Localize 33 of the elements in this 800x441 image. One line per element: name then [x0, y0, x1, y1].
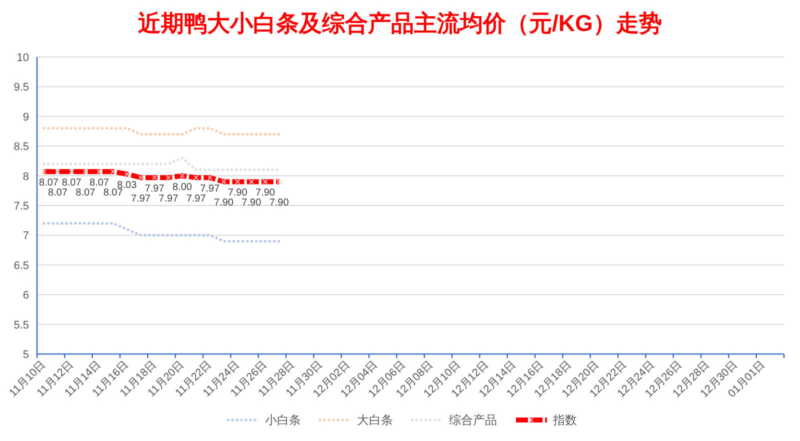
data-label: 7.90 — [256, 188, 276, 199]
legend-label: 大白条 — [357, 413, 393, 427]
y-tick-label: 7 — [22, 230, 29, 242]
y-tick-label: 6 — [22, 290, 29, 302]
legend-label: 指数 — [552, 413, 577, 427]
y-tick-label: 6.5 — [14, 260, 29, 272]
y-tick-label: 5.5 — [14, 319, 29, 332]
data-label: 8.07 — [39, 178, 59, 189]
y-tick-label: 7.5 — [14, 200, 29, 212]
data-label: 7.97 — [200, 184, 220, 195]
data-label: 7.97 — [131, 194, 151, 205]
y-tick-label: 10 — [16, 52, 29, 64]
legend-label: 综合产品 — [449, 413, 497, 427]
y-tick-label: 9.5 — [14, 82, 29, 94]
data-label: 8.07 — [48, 188, 68, 199]
data-label: 7.97 — [144, 184, 165, 195]
data-label: 7.90 — [228, 188, 248, 199]
data-label: 7.97 — [158, 194, 179, 205]
data-label: 7.90 — [242, 198, 262, 209]
y-tick-label: 9 — [22, 111, 29, 124]
y-tick-label: 8.5 — [14, 141, 29, 154]
y-tick-label: 5 — [22, 349, 29, 361]
data-label: 8.07 — [90, 178, 110, 189]
data-label: 7.90 — [269, 198, 290, 209]
data-label: 8.07 — [76, 188, 96, 199]
chart-title: 近期鸭大小白条及综合产品主流均价（元/KG）走势 — [137, 10, 662, 36]
data-label: 7.97 — [186, 194, 206, 205]
data-label: 8.00 — [172, 182, 192, 193]
data-label: 7.90 — [214, 198, 234, 209]
data-label: 8.07 — [103, 188, 124, 199]
y-tick-label: 8 — [22, 170, 29, 183]
data-label: 8.07 — [62, 178, 82, 189]
legend-label: 小白条 — [265, 413, 301, 427]
